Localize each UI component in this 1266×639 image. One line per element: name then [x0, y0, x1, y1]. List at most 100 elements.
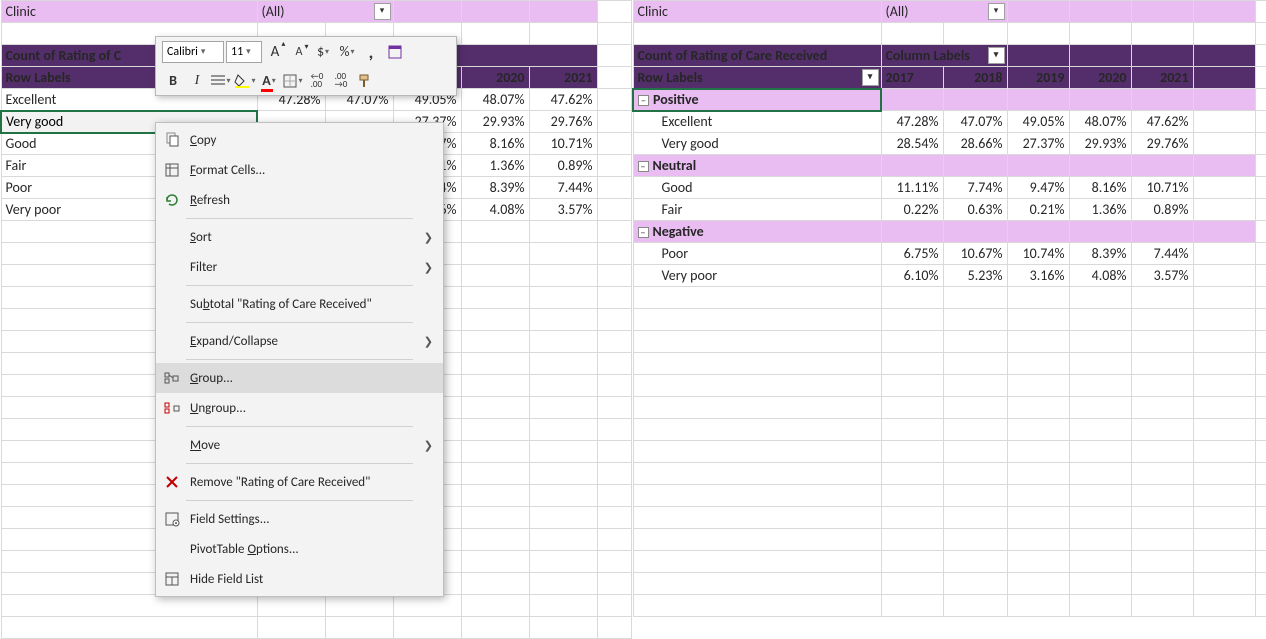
- row-labels-dropdown-icon[interactable]: ▾: [862, 69, 879, 86]
- value-cell[interactable]: 10.71%: [1131, 177, 1193, 199]
- percent-button[interactable]: %: [336, 41, 358, 63]
- conditional-format-button[interactable]: [384, 41, 406, 63]
- border-button[interactable]: [282, 70, 304, 92]
- decrease-font-button[interactable]: A▾: [288, 41, 310, 63]
- filter-value-cell[interactable]: (All) ▾: [881, 1, 1007, 23]
- fill-color-button[interactable]: [234, 70, 256, 92]
- italic-button[interactable]: I: [186, 70, 208, 92]
- font-size-selector[interactable]: 11▾: [226, 41, 262, 63]
- menu-item-sort[interactable]: Sort: [156, 222, 443, 252]
- table-row[interactable]: Very good28.54%28.66%27.37%29.93%29.76%: [633, 133, 1266, 155]
- increase-decimal-button[interactable]: ←0.00: [306, 70, 328, 92]
- value-cell[interactable]: 0.89%: [1131, 199, 1193, 221]
- value-cell[interactable]: 27.37%: [1007, 133, 1069, 155]
- filter-value-cell[interactable]: (All) ▾: [257, 1, 393, 23]
- menu-item-hidefield[interactable]: Hide Field List: [156, 564, 443, 594]
- value-cell[interactable]: 0.89%: [529, 155, 597, 177]
- value-cell[interactable]: 7.44%: [529, 177, 597, 199]
- menu-item-fieldsettings[interactable]: Field Settings...: [156, 504, 443, 534]
- value-cell[interactable]: 8.16%: [461, 133, 529, 155]
- font-color-button[interactable]: A: [258, 70, 280, 92]
- group-row-neutral[interactable]: −Neutral: [633, 155, 1266, 177]
- row-label[interactable]: Excellent: [633, 111, 881, 133]
- value-cell[interactable]: 0.22%: [881, 199, 943, 221]
- menu-item-ptoptions[interactable]: PivotTable Options...: [156, 534, 443, 564]
- value-cell[interactable]: 8.16%: [1069, 177, 1131, 199]
- menu-item-ungroup[interactable]: Ungroup...: [156, 393, 443, 423]
- group-row-positive[interactable]: −Positive: [633, 89, 1266, 111]
- value-cell[interactable]: 48.07%: [1069, 111, 1131, 133]
- value-cell[interactable]: 7.44%: [1131, 243, 1193, 265]
- menu-item-refresh[interactable]: Refresh: [156, 185, 443, 215]
- value-cell[interactable]: 9.47%: [1007, 177, 1069, 199]
- collapse-icon[interactable]: −: [638, 227, 649, 238]
- value-cell[interactable]: 6.75%: [881, 243, 943, 265]
- value-cell[interactable]: 6.10%: [881, 265, 943, 287]
- currency-button[interactable]: $: [312, 41, 334, 63]
- value-cell[interactable]: 48.07%: [461, 89, 529, 111]
- value-cell[interactable]: 47.07%: [943, 111, 1007, 133]
- menu-item-copy[interactable]: Copy: [156, 125, 443, 155]
- table-row[interactable]: Fair0.22%0.63%0.21%1.36%0.89%: [633, 199, 1266, 221]
- row-label[interactable]: Very poor: [633, 265, 881, 287]
- value-cell[interactable]: 3.16%: [1007, 265, 1069, 287]
- menu-item-subtotal[interactable]: Subtotal "Rating of Care Received": [156, 289, 443, 319]
- value-cell[interactable]: 3.57%: [529, 199, 597, 221]
- value-cell[interactable]: 10.67%: [943, 243, 1007, 265]
- menu-item-label: Filter: [190, 260, 435, 275]
- bold-button[interactable]: B: [162, 70, 184, 92]
- value-cell[interactable]: 29.93%: [1069, 133, 1131, 155]
- value-cell[interactable]: 4.08%: [1069, 265, 1131, 287]
- filter-dropdown-icon[interactable]: ▾: [988, 3, 1005, 20]
- value-cell[interactable]: 7.74%: [943, 177, 1007, 199]
- row-labels-cell[interactable]: Row Labels ▾: [633, 67, 881, 89]
- font-name-selector[interactable]: Calibri▾: [162, 41, 224, 63]
- value-cell[interactable]: 29.76%: [529, 111, 597, 133]
- group-row-negative[interactable]: −Negative: [633, 221, 1266, 243]
- filter-dropdown-icon[interactable]: ▾: [374, 3, 391, 20]
- menu-item-format[interactable]: Format Cells...: [156, 155, 443, 185]
- column-labels-cell[interactable]: Column Labels ▾: [881, 45, 1007, 67]
- collapse-icon[interactable]: −: [638, 95, 649, 106]
- value-cell[interactable]: 0.21%: [1007, 199, 1069, 221]
- menu-item-expand[interactable]: Expand/Collapse: [156, 326, 443, 356]
- column-labels-dropdown-icon[interactable]: ▾: [988, 47, 1005, 64]
- value-cell[interactable]: 29.76%: [1131, 133, 1193, 155]
- value-cell[interactable]: 8.39%: [1069, 243, 1131, 265]
- value-cell[interactable]: 10.71%: [529, 133, 597, 155]
- row-label[interactable]: Poor: [633, 243, 881, 265]
- value-cell[interactable]: 8.39%: [461, 177, 529, 199]
- value-cell[interactable]: 0.63%: [943, 199, 1007, 221]
- row-label[interactable]: Very good: [633, 133, 881, 155]
- value-cell[interactable]: 1.36%: [1069, 199, 1131, 221]
- menu-item-remove[interactable]: Remove "Rating of Care Received": [156, 467, 443, 497]
- decrease-decimal-button[interactable]: .00→0: [330, 70, 352, 92]
- format-painter-button[interactable]: [354, 70, 376, 92]
- value-cell[interactable]: 47.62%: [1131, 111, 1193, 133]
- value-cell[interactable]: 5.23%: [943, 265, 1007, 287]
- collapse-icon[interactable]: −: [638, 161, 649, 172]
- row-label[interactable]: Fair: [633, 199, 881, 221]
- value-cell[interactable]: 49.05%: [1007, 111, 1069, 133]
- value-cell[interactable]: 28.66%: [943, 133, 1007, 155]
- value-cell[interactable]: 11.11%: [881, 177, 943, 199]
- table-row[interactable]: Very poor6.10%5.23%3.16%4.08%3.57%: [633, 265, 1266, 287]
- value-cell[interactable]: 28.54%: [881, 133, 943, 155]
- value-cell[interactable]: 3.57%: [1131, 265, 1193, 287]
- table-row[interactable]: Excellent47.28%47.07%49.05%48.07%47.62%: [633, 111, 1266, 133]
- table-row[interactable]: Good11.11%7.74%9.47%8.16%10.71%: [633, 177, 1266, 199]
- comma-button[interactable]: ,: [360, 41, 382, 63]
- align-button[interactable]: [210, 70, 232, 92]
- increase-font-button[interactable]: A▴: [264, 41, 286, 63]
- value-cell[interactable]: 47.28%: [881, 111, 943, 133]
- value-cell[interactable]: 29.93%: [461, 111, 529, 133]
- value-cell[interactable]: 1.36%: [461, 155, 529, 177]
- row-label[interactable]: Good: [633, 177, 881, 199]
- menu-item-move[interactable]: Move: [156, 430, 443, 460]
- value-cell[interactable]: 4.08%: [461, 199, 529, 221]
- value-cell[interactable]: 10.74%: [1007, 243, 1069, 265]
- table-row[interactable]: Poor6.75%10.67%10.74%8.39%7.44%: [633, 243, 1266, 265]
- menu-item-filter[interactable]: Filter: [156, 252, 443, 282]
- menu-item-group[interactable]: Group...: [156, 363, 443, 393]
- value-cell[interactable]: 47.62%: [529, 89, 597, 111]
